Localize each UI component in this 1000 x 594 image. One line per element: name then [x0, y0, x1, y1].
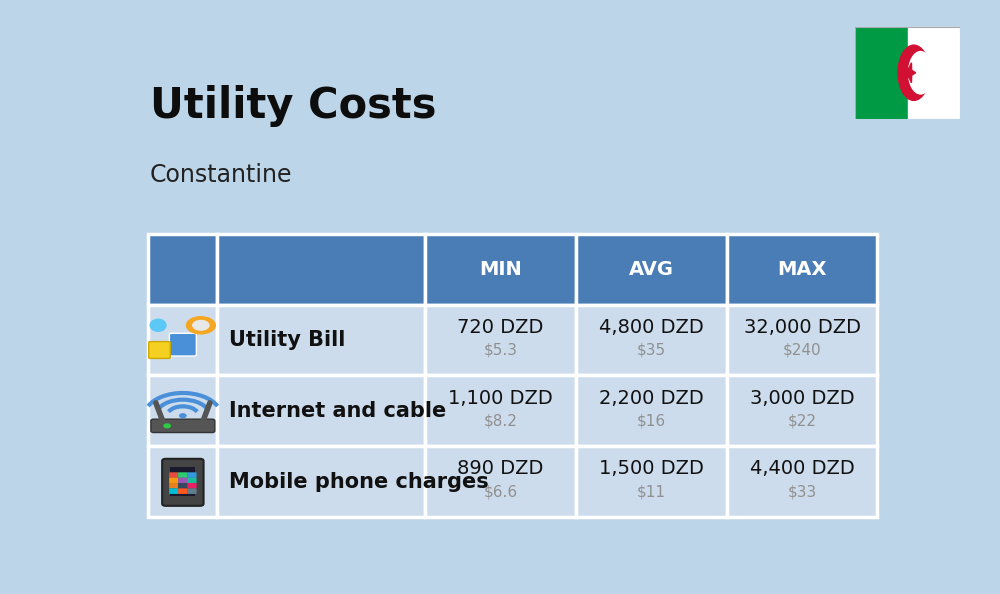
Ellipse shape	[150, 320, 166, 331]
FancyBboxPatch shape	[169, 488, 179, 494]
Polygon shape	[905, 63, 916, 83]
Text: $35: $35	[637, 343, 666, 358]
FancyBboxPatch shape	[149, 342, 170, 358]
Text: Utility Bill: Utility Bill	[229, 330, 345, 350]
Text: 32,000 DZD: 32,000 DZD	[744, 318, 861, 337]
FancyBboxPatch shape	[217, 305, 425, 375]
FancyBboxPatch shape	[425, 446, 576, 517]
FancyBboxPatch shape	[727, 446, 877, 517]
Text: 890 DZD: 890 DZD	[457, 460, 544, 479]
Text: 1,500 DZD: 1,500 DZD	[599, 460, 704, 479]
FancyBboxPatch shape	[187, 488, 197, 494]
FancyBboxPatch shape	[727, 305, 877, 375]
FancyBboxPatch shape	[178, 483, 188, 489]
Circle shape	[898, 45, 930, 100]
FancyBboxPatch shape	[169, 483, 179, 489]
Circle shape	[186, 317, 215, 334]
FancyBboxPatch shape	[169, 333, 196, 356]
FancyBboxPatch shape	[148, 446, 217, 517]
Text: Internet and cable: Internet and cable	[229, 401, 446, 421]
Text: $33: $33	[787, 484, 817, 500]
FancyBboxPatch shape	[170, 467, 195, 497]
FancyBboxPatch shape	[576, 305, 727, 375]
Circle shape	[164, 424, 170, 428]
Text: 1,100 DZD: 1,100 DZD	[448, 388, 553, 407]
FancyBboxPatch shape	[217, 375, 425, 446]
Text: $8.2: $8.2	[484, 413, 517, 428]
Text: AVG: AVG	[629, 260, 674, 279]
FancyBboxPatch shape	[148, 233, 217, 305]
FancyBboxPatch shape	[187, 483, 197, 489]
FancyBboxPatch shape	[169, 472, 179, 478]
FancyBboxPatch shape	[178, 472, 188, 478]
FancyBboxPatch shape	[169, 478, 179, 484]
Text: 3,000 DZD: 3,000 DZD	[750, 388, 854, 407]
FancyBboxPatch shape	[187, 478, 197, 484]
Text: 2,200 DZD: 2,200 DZD	[599, 388, 704, 407]
Text: $240: $240	[783, 343, 821, 358]
FancyBboxPatch shape	[425, 233, 576, 305]
Circle shape	[909, 52, 933, 94]
FancyBboxPatch shape	[151, 419, 215, 432]
Text: Constantine: Constantine	[150, 163, 292, 187]
FancyBboxPatch shape	[727, 233, 877, 305]
FancyBboxPatch shape	[576, 375, 727, 446]
Text: $22: $22	[788, 413, 817, 428]
Bar	[855, 27, 908, 119]
FancyBboxPatch shape	[576, 446, 727, 517]
FancyBboxPatch shape	[425, 305, 576, 375]
FancyBboxPatch shape	[148, 305, 217, 375]
FancyBboxPatch shape	[178, 488, 188, 494]
FancyBboxPatch shape	[162, 459, 204, 506]
Text: $16: $16	[637, 413, 666, 428]
Text: Mobile phone charges: Mobile phone charges	[229, 472, 489, 492]
FancyBboxPatch shape	[148, 375, 217, 446]
FancyBboxPatch shape	[576, 233, 727, 305]
Text: $5.3: $5.3	[483, 343, 517, 358]
Bar	[908, 27, 960, 119]
FancyBboxPatch shape	[727, 375, 877, 446]
Text: Utility Costs: Utility Costs	[150, 85, 436, 127]
FancyBboxPatch shape	[178, 478, 188, 484]
Text: 4,400 DZD: 4,400 DZD	[750, 460, 854, 479]
Text: 4,800 DZD: 4,800 DZD	[599, 318, 704, 337]
Text: 720 DZD: 720 DZD	[457, 318, 544, 337]
FancyBboxPatch shape	[187, 472, 197, 478]
FancyBboxPatch shape	[425, 375, 576, 446]
FancyBboxPatch shape	[217, 446, 425, 517]
FancyBboxPatch shape	[217, 233, 425, 305]
Circle shape	[193, 321, 209, 330]
Text: $11: $11	[637, 484, 666, 500]
Text: MAX: MAX	[777, 260, 827, 279]
Text: $6.6: $6.6	[483, 484, 518, 500]
Circle shape	[180, 414, 186, 418]
Text: MIN: MIN	[479, 260, 522, 279]
